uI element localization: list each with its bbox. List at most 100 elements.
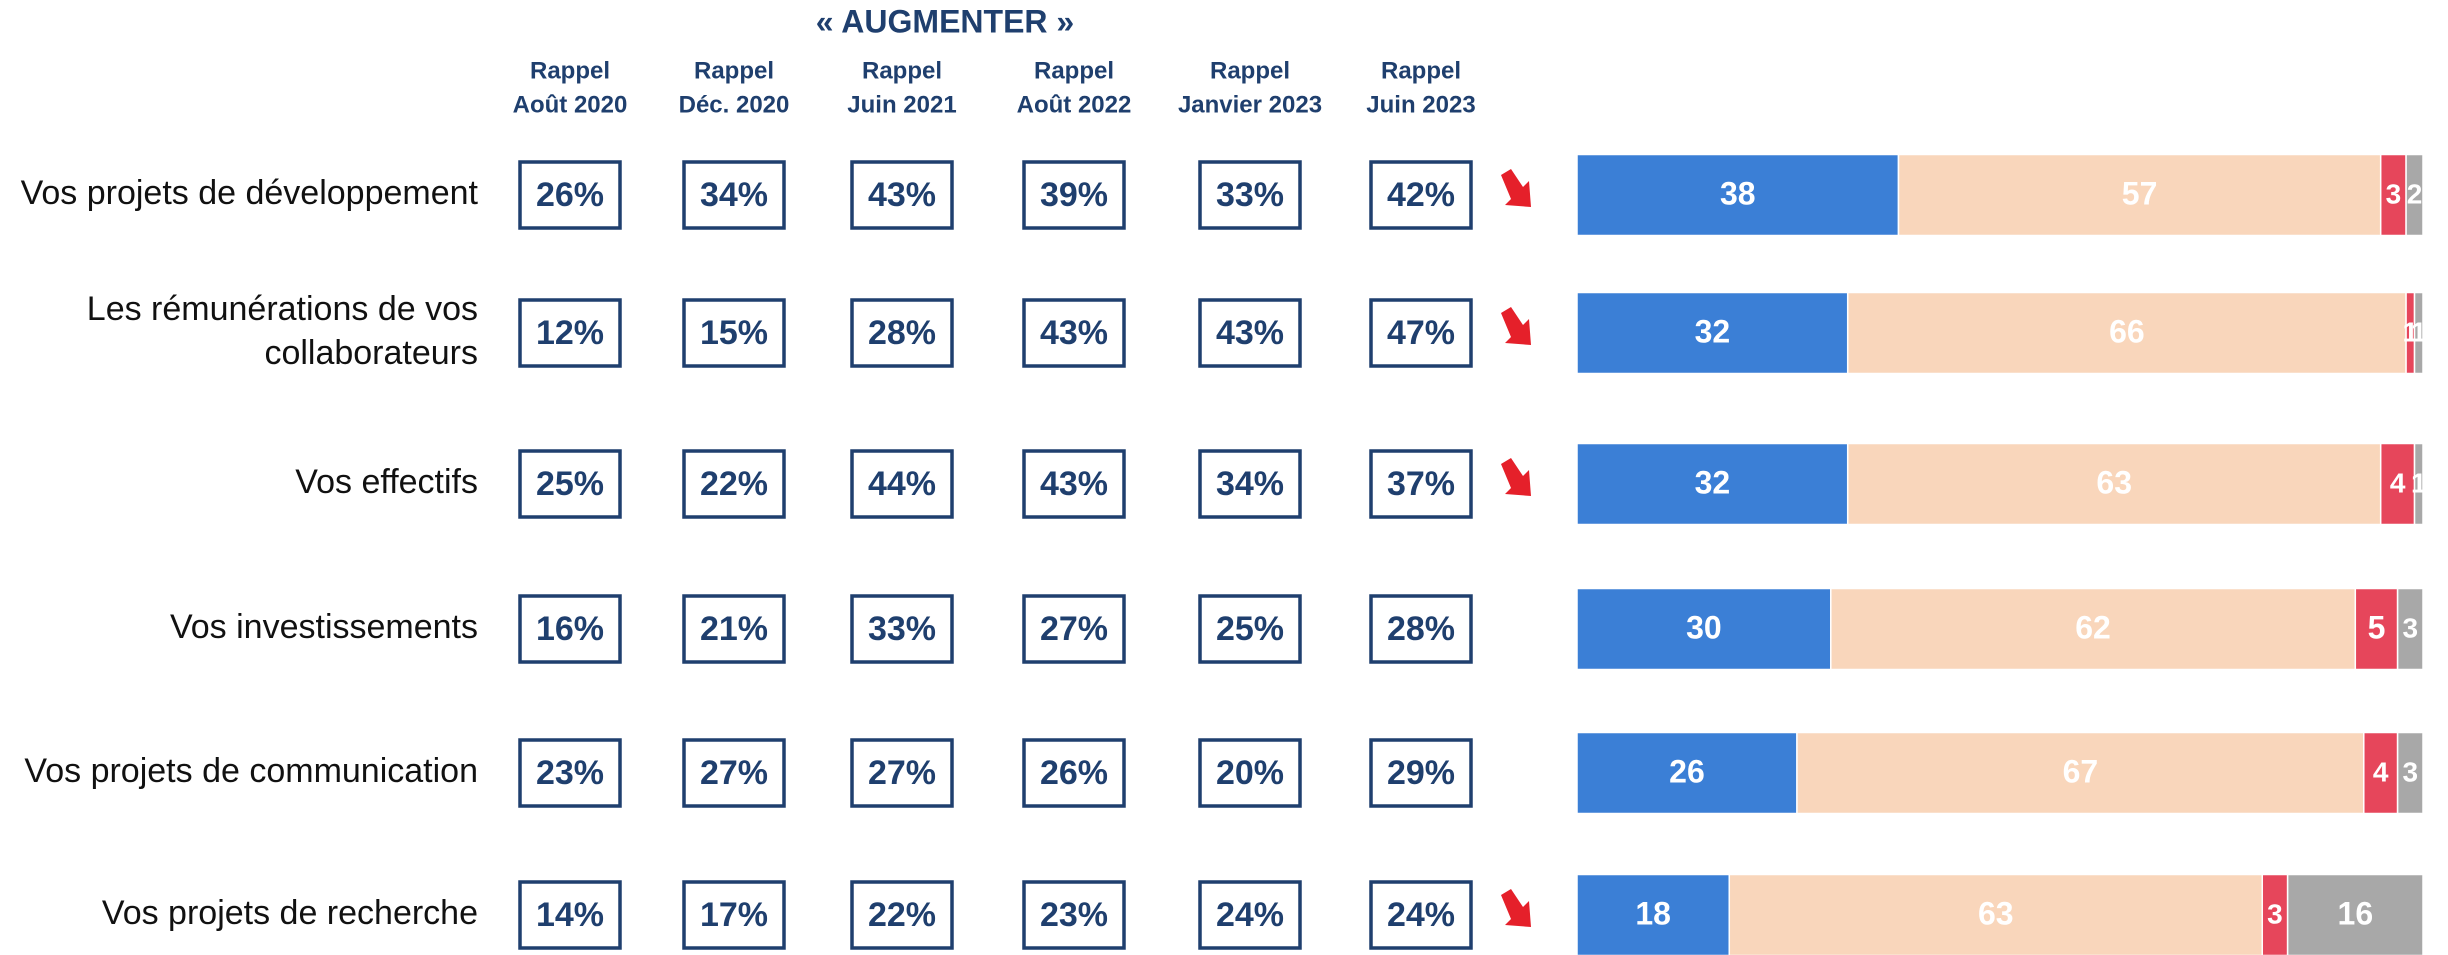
- history-value: 34%: [700, 176, 768, 214]
- segment-label: 63: [2096, 464, 2132, 500]
- column-header: Août 2022: [1017, 91, 1132, 118]
- history-value: 29%: [1387, 754, 1455, 792]
- history-box: [1022, 298, 1126, 368]
- column-header: Rappel: [1381, 57, 1461, 84]
- bar-segment: [2413, 442, 2424, 526]
- history-value: 25%: [1216, 610, 1284, 648]
- history-box: [682, 160, 786, 230]
- segment-label: 3: [2267, 898, 2283, 929]
- bar-segment: [2379, 442, 2416, 526]
- history-value: 24%: [1216, 896, 1284, 934]
- row-label: Vos effectifs: [295, 463, 478, 501]
- history-box: [1198, 738, 1302, 808]
- history-box: [1369, 449, 1473, 519]
- history-box: [1369, 298, 1473, 368]
- history-box: [518, 160, 622, 230]
- history-value: 22%: [700, 465, 768, 503]
- history-value: 23%: [1040, 896, 1108, 934]
- history-value: 28%: [1387, 610, 1455, 648]
- history-box: [1022, 738, 1126, 808]
- history-value: 47%: [1387, 314, 1455, 352]
- segment-label: 18: [1635, 895, 1671, 931]
- history-value: 14%: [536, 896, 604, 934]
- bar-segment: [2261, 873, 2289, 955]
- column-header: Juin 2021: [847, 91, 956, 118]
- column-header: Déc. 2020: [679, 91, 790, 118]
- column-header: Rappel: [862, 57, 942, 84]
- row-label: Vos projets de recherche: [102, 894, 478, 932]
- row-label: Vos investissements: [170, 608, 478, 646]
- history-value: 21%: [700, 610, 768, 648]
- history-value: 43%: [868, 176, 936, 214]
- bar-segment: [1728, 873, 2264, 955]
- history-box: [682, 449, 786, 519]
- history-value: 39%: [1040, 176, 1108, 214]
- segment-label: 5: [2368, 609, 2386, 645]
- column-header: Rappel: [694, 57, 774, 84]
- history-value: 28%: [868, 314, 936, 352]
- history-box: [850, 738, 954, 808]
- history-value: 27%: [700, 754, 768, 792]
- segment-label: 4: [2373, 756, 2389, 787]
- segment-label: 1: [2411, 316, 2427, 347]
- row-label: collaborateurs: [264, 334, 478, 372]
- trend-arrow: [1501, 169, 1531, 207]
- history-value: 33%: [1216, 176, 1284, 214]
- history-value: 27%: [868, 754, 936, 792]
- history-box: [1369, 160, 1473, 230]
- segment-label: 16: [2338, 895, 2374, 931]
- history-value: 34%: [1216, 465, 1284, 503]
- segment-label: 26: [1669, 753, 1705, 789]
- history-value: 25%: [536, 465, 604, 503]
- history-box: [1369, 594, 1473, 664]
- history-box: [682, 298, 786, 368]
- history-box: [1198, 449, 1302, 519]
- column-header: Rappel: [530, 57, 610, 84]
- history-value: 17%: [700, 896, 768, 934]
- bar-segment: [2405, 153, 2424, 237]
- history-box: [850, 594, 954, 664]
- trend-arrow: [1501, 458, 1531, 496]
- segment-label: 2: [2407, 178, 2423, 209]
- segment-label: 3: [2386, 178, 2402, 209]
- history-box: [1022, 594, 1126, 664]
- segment-label: 32: [1695, 464, 1731, 500]
- bar-segment: [2286, 873, 2424, 955]
- history-value: 42%: [1387, 176, 1455, 214]
- segment-label: 32: [1695, 313, 1731, 349]
- segment-label: 62: [2075, 609, 2111, 645]
- column-header: Rappel: [1034, 57, 1114, 84]
- history-value: 44%: [868, 465, 936, 503]
- history-box: [1198, 160, 1302, 230]
- bar-segment: [1576, 291, 1849, 375]
- history-value: 24%: [1387, 896, 1455, 934]
- bar-segment: [1897, 153, 2382, 237]
- segment-label: 38: [1720, 175, 1756, 211]
- bar-segment: [2396, 587, 2424, 671]
- history-box: [1198, 298, 1302, 368]
- history-box: [518, 298, 622, 368]
- history-value: 15%: [700, 314, 768, 352]
- history-box: [850, 880, 954, 950]
- bar-segment: [1576, 153, 1900, 237]
- history-value: 22%: [868, 896, 936, 934]
- history-value: 20%: [1216, 754, 1284, 792]
- bar-segment: [1576, 587, 1832, 671]
- history-value: 37%: [1387, 465, 1455, 503]
- history-value: 43%: [1040, 465, 1108, 503]
- history-box: [518, 880, 622, 950]
- segment-label: 67: [2063, 753, 2099, 789]
- segment-label: 66: [2109, 313, 2145, 349]
- trend-arrow: [1501, 889, 1531, 927]
- bar-segment: [2363, 731, 2399, 815]
- history-box: [1022, 880, 1126, 950]
- column-header: Rappel: [1210, 57, 1290, 84]
- column-header: Janvier 2023: [1178, 91, 1322, 118]
- history-box: [518, 594, 622, 664]
- history-box: [850, 298, 954, 368]
- segment-label: 3: [2403, 612, 2419, 643]
- row-label: Vos projets de communication: [24, 752, 478, 790]
- history-value: 23%: [536, 754, 604, 792]
